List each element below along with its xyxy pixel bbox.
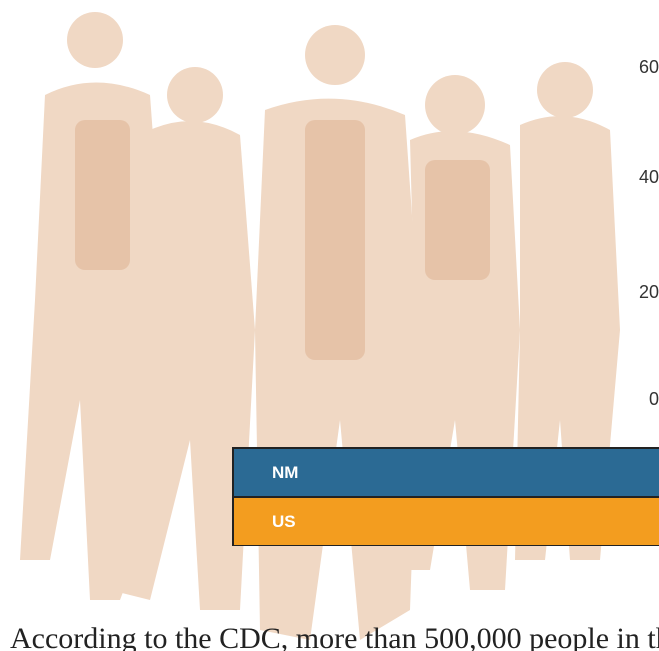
legend-entry: NM (234, 449, 659, 496)
axis-label: 0 (649, 389, 659, 409)
legend: NM US (232, 447, 659, 546)
axis-label: 60 (639, 57, 659, 77)
axis-label: 20 (639, 282, 659, 302)
caption: According to the CDC, more than 500,000 … (10, 622, 659, 651)
legend-entry: US (234, 498, 659, 545)
axis-label: 40 (639, 167, 659, 187)
